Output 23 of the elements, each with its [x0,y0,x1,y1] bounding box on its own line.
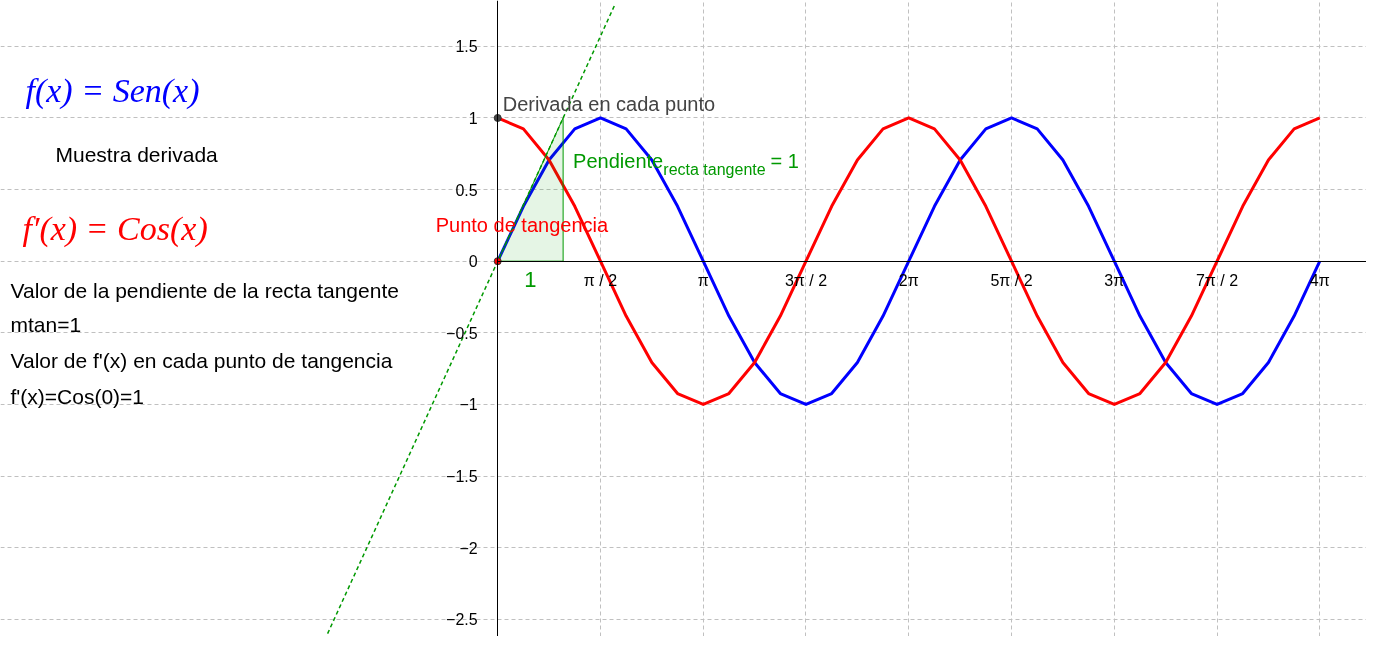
y-tick-label: −2.5 [446,611,478,629]
x-tick-label: π [697,272,709,290]
annotation: Valor de la pendiente de la recta tangente [10,279,399,302]
x-tick-label: 5π / 2 [990,272,1033,290]
annotation: Derivada en cada punto [502,92,716,115]
y-tick-label: −0.5 [446,324,478,342]
text: f′(x) = Cos(x) [22,210,208,248]
annotation: f'(x)=Cos(0)=1 [10,385,145,408]
y-tick-label: −1.5 [446,468,478,486]
x-tick-label: 2π [898,272,919,290]
y-tick-label: 0.5 [455,181,478,199]
annotation: Muestra derivada [55,143,219,166]
annotation: mtan=1 [10,313,82,336]
y-tick-label: 0 [468,253,478,271]
y-tick-label: −2 [459,539,478,557]
y-tick-label: 1.5 [455,38,478,56]
annotation: Valor de f'(x) en cada punto de tangencia [10,349,393,372]
text: f(x) = Sen(x) [25,72,200,110]
annotation: 1 [524,266,537,292]
y-tick-label: −1 [459,396,478,414]
y-tick-label: 1 [468,109,478,127]
x-tick-label: 3π [1104,272,1125,290]
x-tick-label: 4π [1309,272,1330,290]
